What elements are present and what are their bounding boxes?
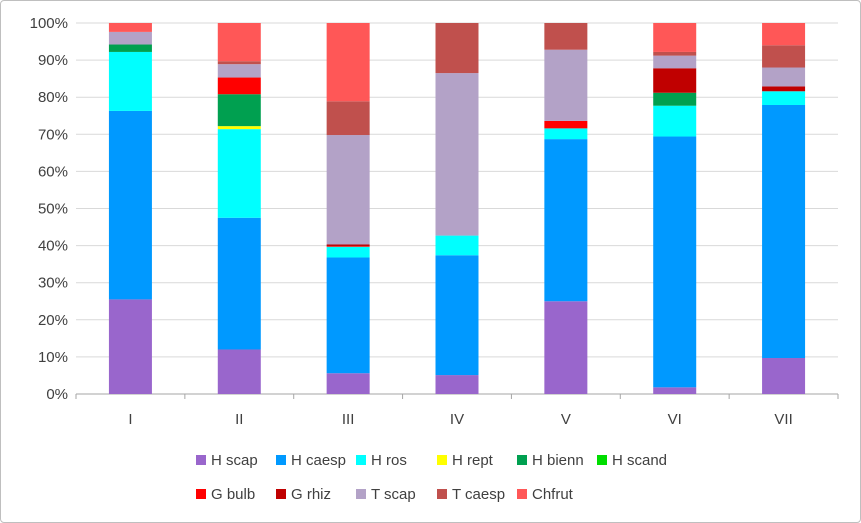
legend-label-h-ros: H ros	[371, 452, 407, 469]
bar-segment-t-scap	[544, 49, 588, 121]
bar-segment-h-ros	[762, 91, 806, 105]
bar-segment-t-caesp	[653, 51, 697, 56]
bar-segment-g-rhiz	[326, 244, 370, 246]
x-tick-label: III	[342, 411, 355, 428]
bar-segment-chfrut	[217, 23, 261, 62]
legend-swatch-h-bienn	[517, 455, 527, 465]
legend-swatch-chfrut	[517, 489, 527, 499]
legend-label-h-caesp: H caesp	[291, 452, 346, 469]
legend-swatch-h-scap	[196, 455, 206, 465]
bar-segment-h-caesp	[762, 104, 806, 359]
legend-label-g-rhiz: G rhiz	[291, 486, 331, 503]
bar-segment-t-scap	[435, 73, 479, 236]
bar-segment-t-caesp	[326, 101, 370, 136]
axes: 0%10%20%30%40%50%60%70%80%90%100%I II III I…	[30, 15, 839, 428]
legend-swatch-h-rept	[437, 455, 447, 465]
bar-segment-h-caesp	[217, 217, 261, 350]
bar-segment-h-scap	[435, 375, 479, 394]
bar-segment-h-ros	[326, 246, 370, 258]
bar-segment-h-bienn	[653, 92, 697, 106]
bar-segment-h-scap	[762, 358, 806, 394]
bar-segment-h-ros	[435, 235, 479, 256]
y-tick-label: 90%	[38, 52, 68, 69]
x-tick-label: V	[561, 411, 571, 428]
legend: H scap H caesp H ros H rept H bienn H scand G …	[196, 452, 667, 503]
y-tick-label: 40%	[38, 238, 68, 255]
bar-segment-h-rept	[217, 126, 261, 130]
bar-segment-h-ros	[544, 128, 588, 140]
legend-label-h-bienn: H bienn	[532, 452, 584, 469]
bar-segment-t-caesp	[435, 23, 479, 74]
bar-segment-h-scap	[653, 387, 697, 394]
bar-segment-h-scap	[217, 349, 261, 394]
bar-segment-t-scap	[217, 64, 261, 78]
legend-swatch-h-ros	[356, 455, 366, 465]
bar-segment-g-bulb	[217, 77, 261, 95]
y-tick-label: 20%	[38, 312, 68, 329]
x-tick-label: I	[128, 411, 132, 428]
bar-segment-t-scap	[762, 67, 806, 87]
y-tick-label: 70%	[38, 126, 68, 143]
legend-swatch-t-caesp	[437, 489, 447, 499]
x-tick-label: VI	[668, 411, 682, 428]
bar-segment-t-caesp	[762, 45, 806, 68]
y-tick-label: 60%	[38, 163, 68, 180]
bar-segment-chfrut	[108, 23, 152, 32]
bar-segment-h-scap	[108, 299, 152, 394]
bar-segment-g-bulb	[544, 120, 588, 129]
bar-segment-g-rhiz	[653, 68, 697, 93]
bar-segment-t-scap	[653, 55, 697, 69]
legend-label-t-scap: T scap	[371, 486, 416, 503]
bar-segment-chfrut	[762, 23, 806, 46]
bar-segment-h-ros	[108, 51, 152, 111]
x-tick-label: II	[235, 411, 243, 428]
bar-segment-chfrut	[653, 23, 697, 52]
bar-segment-t-scap	[108, 31, 152, 45]
bar-segment-t-caesp	[544, 23, 588, 50]
y-tick-label: 30%	[38, 275, 68, 292]
y-tick-label: 100%	[30, 15, 68, 32]
legend-label-t-caesp: T caesp	[452, 486, 505, 503]
y-tick-label: 0%	[46, 386, 68, 403]
bar-segment-h-ros	[653, 105, 697, 137]
y-tick-label: 50%	[38, 201, 68, 218]
legend-label-h-scand: H scand	[612, 452, 667, 469]
legend-swatch-h-caesp	[276, 455, 286, 465]
bar-segment-h-scap	[544, 301, 588, 394]
bar-segment-h-caesp	[653, 136, 697, 388]
legend-label-chfrut: Chfrut	[532, 486, 574, 503]
x-tick-label: VII	[774, 411, 792, 428]
bar-segment-h-ros	[217, 129, 261, 218]
legend-swatch-g-rhiz	[276, 489, 286, 499]
legend-swatch-g-bulb	[196, 489, 206, 499]
bar-segment-h-caesp	[435, 255, 479, 376]
y-tick-label: 10%	[38, 349, 68, 366]
legend-swatch-t-scap	[356, 489, 366, 499]
bar-segment-h-caesp	[326, 257, 370, 374]
bar-segment-t-caesp	[217, 61, 261, 65]
bar-segment-t-scap	[326, 135, 370, 245]
bars	[108, 23, 806, 394]
bar-segment-chfrut	[326, 23, 370, 102]
bar-segment-h-bienn	[217, 94, 261, 127]
bar-segment-g-bulb	[326, 245, 370, 247]
legend-swatch-h-scand	[597, 455, 607, 465]
bar-segment-h-bienn	[108, 44, 152, 52]
legend-label-h-scap: H scap	[211, 452, 258, 469]
y-tick-label: 80%	[38, 89, 68, 106]
bar-segment-h-scap	[326, 373, 370, 394]
bar-segment-h-caesp	[108, 110, 152, 300]
legend-label-h-rept: H rept	[452, 452, 494, 469]
bar-segment-h-caesp	[544, 139, 588, 302]
legend-label-g-bulb: G bulb	[211, 486, 255, 503]
bar-segment-g-rhiz	[762, 86, 806, 92]
x-tick-label: IV	[450, 411, 464, 428]
